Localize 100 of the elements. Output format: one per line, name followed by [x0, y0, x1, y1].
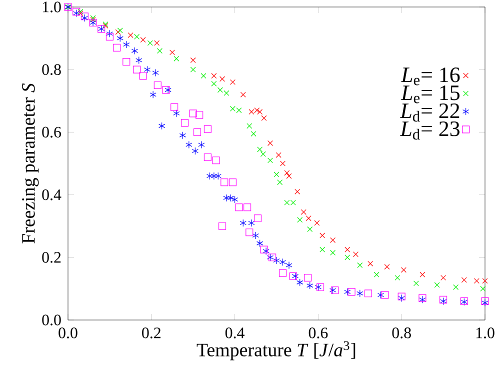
- point: [276, 152, 282, 158]
- point: [344, 288, 351, 296]
- point: [368, 260, 374, 266]
- point: [306, 216, 312, 222]
- point: [179, 132, 186, 140]
- point: [186, 140, 192, 149]
- point: [224, 90, 230, 96]
- point: [164, 86, 172, 94]
- x-tick-label: 0.4: [225, 328, 245, 338]
- point: [297, 217, 303, 223]
- y-tick-label: 0.6: [42, 126, 62, 138]
- point: [420, 272, 426, 278]
- point: [356, 290, 364, 298]
- point: [134, 34, 140, 40]
- point: [204, 125, 212, 133]
- point: [212, 156, 220, 164]
- point: [307, 226, 313, 232]
- point: [330, 250, 336, 256]
- point: [152, 68, 159, 77]
- point: [240, 92, 246, 98]
- point: [210, 172, 218, 180]
- point: [400, 267, 406, 273]
- point: [316, 283, 324, 291]
- point: [139, 72, 147, 80]
- point: [106, 32, 114, 41]
- point: [198, 140, 205, 149]
- point: [240, 219, 246, 227]
- legend-label: L$_{d}$= 22: [400, 103, 460, 122]
- point: [147, 40, 153, 46]
- point: [256, 240, 264, 248]
- point: [352, 252, 358, 258]
- point: [279, 258, 286, 266]
- point: [217, 87, 223, 93]
- y-tick-label: 0.2: [42, 252, 61, 263]
- point: [170, 103, 178, 111]
- point: [206, 172, 214, 180]
- point: [384, 264, 390, 270]
- point: [474, 278, 480, 284]
- point: [190, 57, 196, 63]
- point: [320, 246, 326, 252]
- x-tick-label: 1.0: [476, 328, 494, 338]
- point: [214, 172, 222, 180]
- point: [180, 119, 189, 127]
- point: [196, 111, 204, 119]
- point: [211, 80, 217, 86]
- point: [344, 246, 350, 252]
- point: [314, 220, 320, 226]
- x-tick-label: 0.2: [142, 328, 160, 338]
- point: [220, 178, 228, 186]
- point: [133, 66, 141, 74]
- y-tick-label: 0.4: [42, 189, 62, 200]
- point: [277, 180, 283, 186]
- point: [357, 262, 363, 268]
- point: [136, 56, 142, 64]
- point: [381, 291, 389, 299]
- point: [131, 47, 138, 55]
- point: [329, 286, 336, 294]
- point: [128, 32, 134, 38]
- y-tick-label: 1.0: [42, 2, 61, 12]
- x-tick-label: 0.8: [392, 328, 411, 338]
- legend-label: L$_{e}$= 15: [400, 86, 460, 104]
- point: [244, 204, 252, 212]
- point: [113, 44, 121, 52]
- point: [122, 58, 130, 66]
- point: [218, 222, 226, 230]
- point: [200, 73, 206, 79]
- point: [480, 286, 486, 292]
- point: [156, 48, 163, 54]
- x-axis-title: Temperature T [J/a$^{3}$]: [196, 341, 356, 360]
- point: [320, 232, 326, 238]
- point: [162, 86, 170, 94]
- point: [377, 291, 384, 299]
- point: [227, 194, 234, 202]
- x-tick-label: 0.0: [58, 328, 78, 338]
- point: [394, 274, 400, 281]
- legend-label: L$_{d}$= 23: [400, 121, 460, 140]
- point: [267, 158, 274, 164]
- point: [140, 37, 146, 43]
- point: [440, 274, 446, 281]
- point: [250, 130, 256, 137]
- point: [169, 50, 176, 56]
- point: [204, 153, 212, 162]
- point: [344, 254, 350, 260]
- point: [286, 173, 292, 179]
- point: [284, 170, 290, 176]
- point: [453, 284, 459, 290]
- point: [220, 76, 226, 82]
- point: [231, 196, 238, 204]
- point: [482, 278, 488, 284]
- point: [190, 66, 196, 72]
- point: [300, 209, 306, 215]
- point: [348, 288, 356, 296]
- point: [331, 286, 339, 294]
- point: [278, 269, 287, 277]
- point: [246, 123, 252, 129]
- point: [364, 290, 372, 298]
- point: [106, 30, 114, 38]
- point: [154, 81, 162, 90]
- point: [246, 228, 254, 236]
- point: [254, 214, 262, 222]
